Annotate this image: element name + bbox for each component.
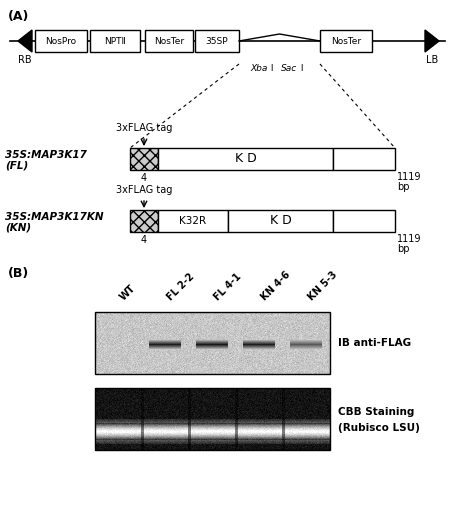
Bar (228, 210, 333, 232)
Text: (FL): (FL) (5, 161, 28, 171)
Text: Xba: Xba (250, 64, 268, 73)
Text: LB: LB (426, 55, 438, 65)
Bar (158, 210, 228, 232)
Polygon shape (18, 30, 32, 52)
Text: (Rubisco LSU): (Rubisco LSU) (338, 423, 420, 433)
Text: Sac: Sac (281, 64, 298, 73)
Bar (333, 210, 395, 232)
Text: 35SP: 35SP (206, 36, 228, 45)
Bar (35, 30, 87, 52)
Bar (130, 210, 158, 232)
Bar (333, 148, 395, 170)
Text: IB anti-FLAG: IB anti-FLAG (338, 338, 411, 348)
Text: 4: 4 (141, 235, 147, 245)
Bar (95, 312, 330, 374)
Text: KN 5-3: KN 5-3 (307, 269, 339, 302)
Bar (195, 30, 239, 52)
Text: FL 2-2: FL 2-2 (166, 271, 197, 302)
Bar (95, 388, 330, 450)
Bar (90, 30, 140, 52)
Bar (130, 148, 158, 170)
Text: 35S:MAP3K17: 35S:MAP3K17 (5, 150, 87, 160)
Text: (B): (B) (8, 267, 29, 280)
Text: NosTer: NosTer (154, 36, 184, 45)
Polygon shape (425, 30, 439, 52)
Text: K D: K D (235, 152, 256, 165)
Bar (145, 30, 193, 52)
Text: (KN): (KN) (5, 223, 31, 232)
Text: 3xFLAG tag: 3xFLAG tag (116, 123, 172, 133)
Text: I: I (298, 64, 303, 73)
Text: bp: bp (397, 182, 410, 192)
Text: NPTⅡ: NPTⅡ (104, 36, 126, 45)
Text: NosTer: NosTer (331, 36, 361, 45)
Text: NosPro: NosPro (46, 36, 76, 45)
Text: K32R: K32R (179, 216, 207, 226)
Text: 1119: 1119 (397, 172, 421, 182)
Text: RB: RB (18, 55, 32, 65)
Text: 35S:MAP3K17KN: 35S:MAP3K17KN (5, 212, 103, 222)
Text: K D: K D (270, 214, 291, 228)
Text: 3xFLAG tag: 3xFLAG tag (116, 185, 172, 195)
Text: 1119: 1119 (397, 234, 421, 244)
Text: FL 4-1: FL 4-1 (212, 271, 243, 302)
Text: bp: bp (397, 244, 410, 254)
Text: KN 4-6: KN 4-6 (259, 269, 293, 302)
Text: I: I (268, 64, 273, 73)
Text: CBB Staining: CBB Staining (338, 407, 415, 417)
Bar (320, 30, 372, 52)
Text: 4: 4 (141, 173, 147, 183)
Text: WT: WT (118, 282, 138, 302)
Bar (158, 148, 333, 170)
Text: (A): (A) (8, 10, 30, 23)
